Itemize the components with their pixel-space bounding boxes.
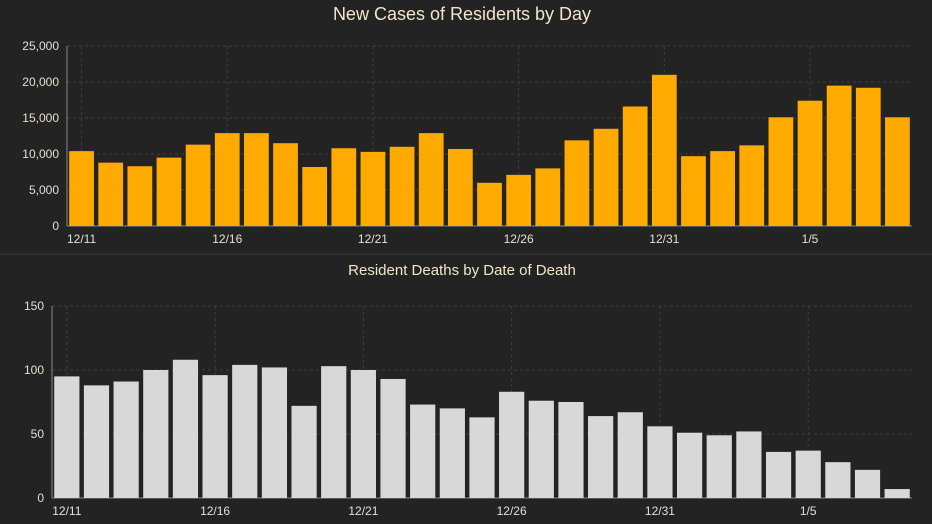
deaths-bar [528,400,554,498]
deaths-bar [676,432,703,498]
deaths-bar [588,416,614,498]
deaths-x-tick-label: 12/26 [497,504,527,518]
deaths-bars [54,359,910,498]
deaths-chart: Resident Deaths by Date of Death 0 50 100 1… [24,262,912,518]
deaths-bar [706,435,732,498]
deaths-bar [380,378,406,498]
cases-bar [885,117,910,226]
deaths-bar [558,402,584,498]
deaths-chart-title: Resident Deaths by Date of Death [348,262,576,279]
deaths-bar [647,426,673,498]
cases-bar [855,87,881,226]
cases-bar [739,145,765,226]
deaths-bar [765,451,792,498]
deaths-bar [825,462,851,498]
deaths-bar [350,370,376,498]
cases-bar [389,146,415,226]
deaths-bar [291,405,317,498]
deaths-bar [736,431,762,498]
cases-bar [214,133,240,226]
deaths-bar [321,366,347,498]
cases-y-tick-label: 15,000 [22,111,59,125]
cases-chart: New Cases of Residents by Day 0 5,000 10,0… [22,4,912,246]
cases-x-tick-label: 12/16 [212,232,242,246]
cases-bar [244,133,269,226]
cases-bar [710,151,735,226]
deaths-x-tick-label: 12/11 [52,504,81,518]
deaths-bar [143,370,169,498]
cases-bar [185,144,211,226]
cases-chart-title: New Cases of Residents by Day [333,4,591,24]
cases-x-tick-label: 1/5 [802,232,819,246]
cases-bar [535,168,561,226]
cases-bar [593,128,619,226]
cases-bar [331,148,357,226]
cases-bar [418,133,444,226]
deaths-x-tick-label: 12/21 [348,504,378,518]
cases-bar [768,117,794,226]
cases-bar [477,182,502,226]
cases-y-ticks: 0 5,000 10,000 15,000 20,000 25,000 [22,39,59,233]
cases-bar [302,166,328,226]
cases-bar [360,151,386,226]
deaths-y-tick-label: 150 [24,299,44,313]
cases-bar [447,148,473,226]
cases-y-tick-label: 25,000 [22,39,59,53]
deaths-y-tick-label: 50 [31,427,45,441]
deaths-x-ticks: 12/11 12/16 12/21 12/26 12/31 1/5 [52,504,817,518]
cases-bar [622,106,648,226]
deaths-bar [113,381,139,498]
cases-bar [156,157,182,226]
cases-bar [681,156,706,226]
deaths-y-tick-label: 100 [24,363,44,377]
deaths-bar [172,359,199,498]
cases-x-tick-label: 12/11 [67,232,96,246]
deaths-y-tick-label: 0 [37,491,44,505]
cases-y-tick-label: 0 [52,219,59,233]
cases-x-tick-label: 12/31 [649,232,679,246]
cases-bars [69,74,910,226]
deaths-bar [439,408,465,498]
deaths-bar [54,376,80,498]
deaths-x-tick-label: 1/5 [800,504,817,518]
deaths-bar [410,404,436,498]
deaths-bar [469,417,495,498]
cases-y-tick-label: 20,000 [22,75,59,89]
cases-bar [826,85,852,226]
cases-bar [506,174,532,226]
deaths-x-tick-label: 12/31 [645,504,675,518]
cases-y-tick-label: 10,000 [22,147,59,161]
cases-bar [69,151,94,226]
deaths-bar [854,469,881,498]
cases-x-ticks: 12/11 12/16 12/21 12/26 12/31 1/5 [67,232,819,246]
deaths-bar [202,375,228,498]
cases-bar [651,74,677,226]
deaths-x-tick-label: 12/16 [200,504,230,518]
deaths-bar [261,367,288,498]
cases-bar [797,100,823,226]
cases-bar [98,162,124,226]
deaths-bar [795,450,821,498]
deaths-bar [232,364,258,498]
deaths-y-ticks: 0 50 100 150 [24,299,44,505]
cases-y-tick-label: 5,000 [29,183,59,197]
deaths-bar [83,385,110,498]
cases-bar [564,140,590,226]
cases-bar [127,166,153,226]
cases-bar [273,143,298,226]
deaths-bar [884,489,910,498]
deaths-bar [617,412,643,498]
cases-x-tick-label: 12/26 [504,232,534,246]
cases-x-tick-label: 12/21 [358,232,388,246]
deaths-bar [499,391,525,498]
